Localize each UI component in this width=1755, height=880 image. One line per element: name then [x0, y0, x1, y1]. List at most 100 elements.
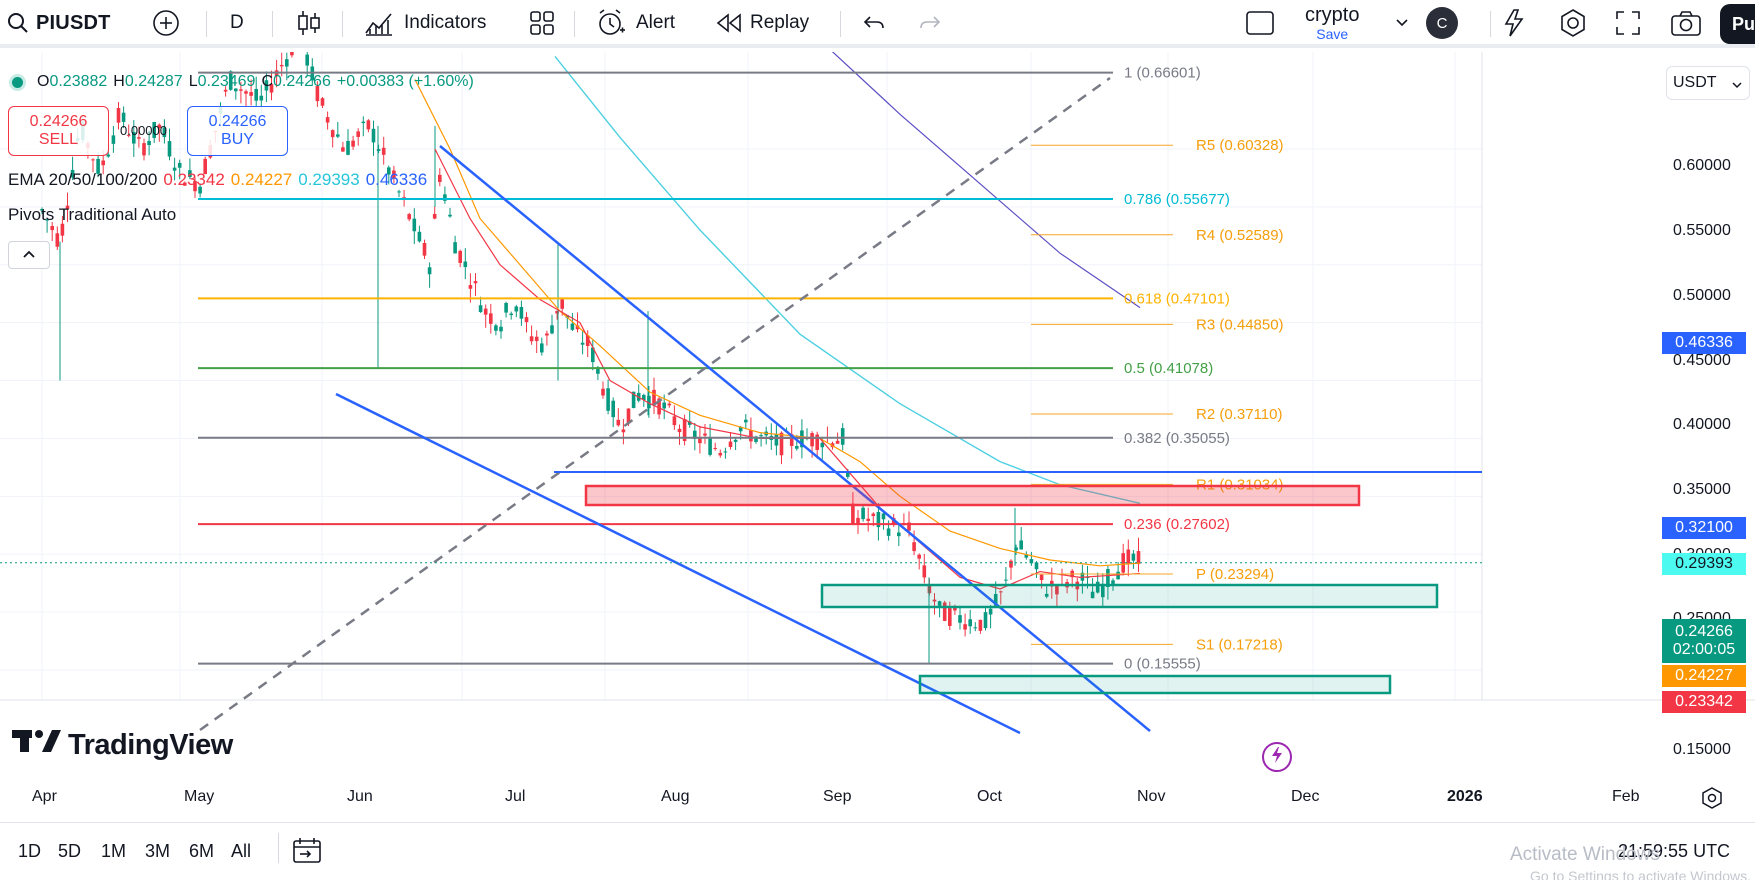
replay-button[interactable]: Replay: [716, 0, 809, 46]
range-5d[interactable]: 5D: [58, 841, 82, 861]
candle-body: [172, 167, 177, 171]
range-3m[interactable]: 3M: [145, 841, 171, 861]
user-menu-button[interactable]: C: [1426, 0, 1458, 46]
chevron-down-icon: [1731, 77, 1743, 95]
candle-body: [167, 141, 172, 157]
candle-body: [223, 89, 228, 92]
candle-body: [545, 333, 549, 336]
ohlc-row: O 0.23882 H 0.24287 L 0.23469 C 0.24266 +0.0…: [8, 70, 480, 94]
ema200-line: [831, 52, 1141, 309]
ema-legend[interactable]: EMA 20/50/100/200 0.23342 0.24227 0.2939…: [8, 170, 427, 190]
candle-body: [708, 437, 712, 455]
line-price-tag: 0.32100: [1662, 517, 1746, 539]
sell-button[interactable]: 0.24266 SELL: [8, 106, 109, 156]
alert-label: Alert: [636, 12, 676, 33]
candle-body: [45, 219, 49, 221]
tradingview-logo[interactable]: TradingView: [12, 728, 233, 762]
candle-body: [356, 131, 360, 137]
templates-button[interactable]: [529, 0, 555, 46]
candle-body: [973, 627, 978, 629]
chevron-down-icon: [1395, 18, 1409, 28]
candle-body: [198, 186, 202, 194]
toolbar-divider: [1490, 11, 1491, 37]
price-tick: 0.55000: [1673, 222, 1731, 239]
candle-body: [397, 191, 401, 193]
range-1d[interactable]: 1D: [18, 841, 42, 861]
windows-watermark-sub: Go to Settings to activate Windows.: [1530, 868, 1751, 880]
candle-body: [132, 132, 136, 144]
redo-button[interactable]: [918, 0, 942, 46]
candle-body: [591, 347, 595, 363]
currency-value: USDT: [1673, 74, 1717, 91]
candle-body: [621, 429, 626, 433]
pivot-level-label: R5 (0.60328): [1196, 137, 1284, 154]
candle-body: [846, 471, 850, 477]
candle-body: [524, 317, 529, 323]
ema50-line: [414, 79, 1141, 567]
fullscreen-layout-button[interactable]: [1245, 0, 1275, 46]
candle-body: [738, 427, 743, 432]
candle-body: [596, 367, 600, 374]
range-1m[interactable]: 1M: [101, 841, 127, 861]
candle-body: [917, 554, 921, 559]
close-label: C: [261, 73, 274, 90]
quick-search-button[interactable]: [1500, 0, 1530, 46]
layout-save-button[interactable]: crypto Save: [1305, 0, 1359, 46]
high-label: H: [113, 73, 125, 90]
candle-body: [111, 135, 116, 144]
market-status-dot[interactable]: [12, 76, 23, 88]
time-tick: Dec: [1291, 788, 1320, 805]
candle-body: [744, 419, 748, 423]
currency-select[interactable]: USDT: [1666, 66, 1750, 100]
time-tick: Nov: [1137, 788, 1166, 805]
candle-body: [570, 323, 575, 330]
candle-body: [728, 441, 733, 448]
layout-menu-button[interactable]: [1395, 0, 1409, 46]
candle-body: [463, 261, 468, 268]
candle-body: [1131, 553, 1136, 561]
candle-body: [897, 532, 901, 537]
symbol-search[interactable]: PIUSDT: [6, 0, 111, 46]
candle-body: [662, 402, 666, 409]
candle-body: [1014, 547, 1018, 551]
lightning-search-icon: [1500, 8, 1530, 38]
candle-body: [371, 128, 376, 143]
calendar-icon: [292, 838, 322, 868]
event-marker[interactable]: [1262, 742, 1292, 772]
chart-settings-button[interactable]: [1700, 786, 1724, 815]
candle-body: [1039, 574, 1044, 581]
range-6m[interactable]: 6M: [189, 841, 215, 861]
range-all[interactable]: All: [231, 841, 252, 861]
candle-body: [560, 299, 564, 309]
undo-button[interactable]: [862, 0, 886, 46]
candle-body: [1004, 579, 1008, 581]
settings-button[interactable]: [1558, 0, 1588, 46]
pivots-legend[interactable]: Pivots Traditional Auto: [8, 205, 177, 224]
pivot-level-label: R3 (0.44850): [1196, 316, 1284, 333]
utc-clock[interactable]: 21:59:55 UTC: [1618, 841, 1731, 861]
candle-body: [932, 599, 937, 602]
collapse-legend-button[interactable]: [8, 241, 50, 269]
compare-button[interactable]: [152, 0, 180, 46]
fullscreen-button[interactable]: [1615, 0, 1641, 46]
sell-label: SELL: [38, 131, 79, 148]
buy-button[interactable]: 0.24266 BUY: [187, 106, 288, 156]
interval-button[interactable]: D: [230, 12, 244, 33]
price-chart[interactable]: 1 (0.66601) 0.786 (0.55677) 0.618 (0.47101…: [0, 52, 1755, 822]
candle-body: [642, 394, 646, 401]
candle-body: [1095, 581, 1100, 593]
publish-button[interactable]: Pu: [1720, 4, 1755, 44]
candle-body: [264, 80, 269, 91]
chart-type-button[interactable]: [296, 0, 322, 46]
chart-grid: [0, 52, 1755, 701]
go-to-date-button[interactable]: [292, 836, 322, 869]
candle-body: [779, 432, 784, 456]
candle-body: [330, 130, 335, 138]
alert-button[interactable]: Alert: [596, 0, 675, 46]
candle-body: [234, 88, 238, 92]
time-tick: Jul: [505, 788, 526, 805]
search-icon: [6, 11, 30, 35]
indicators-button[interactable]: Indicators: [364, 0, 486, 46]
candle-body: [412, 218, 417, 232]
snapshot-button[interactable]: [1670, 0, 1702, 46]
